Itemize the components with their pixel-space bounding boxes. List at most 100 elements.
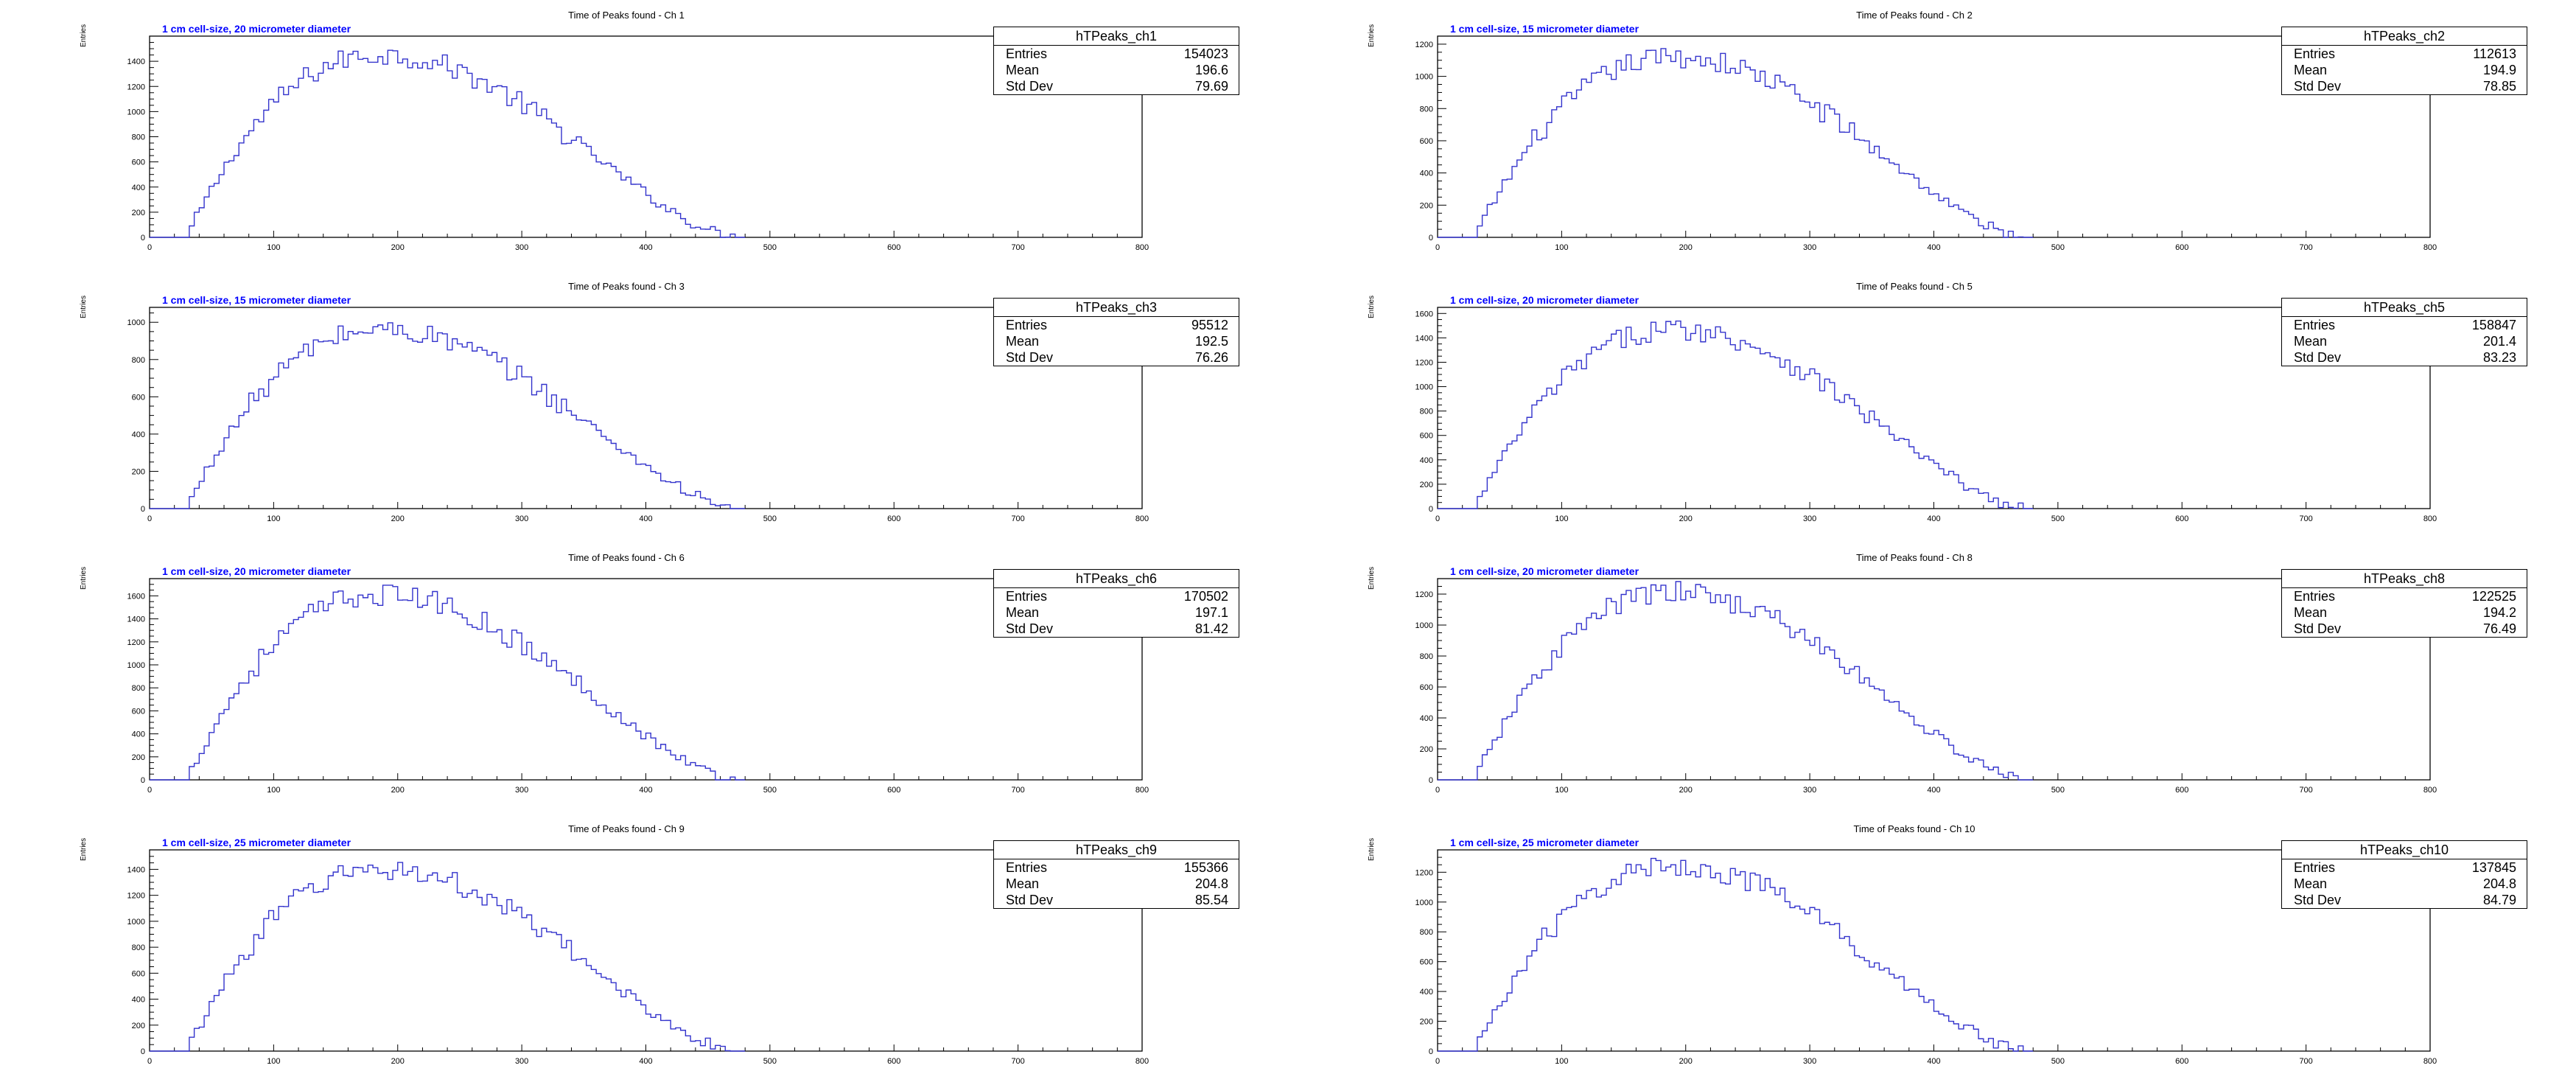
stats-histogram-name: hTPeaks_ch6 [994,570,1239,588]
stats-mean-label: Mean [2294,605,2328,620]
x-tick-label: 500 [2051,514,2065,523]
stats-mean-value: 204.8 [1194,876,1228,891]
stats-std-dev-row: Std Dev 76.49 [2282,621,2527,637]
x-tick-label: 0 [1435,786,1440,795]
histogram-series [150,585,746,781]
stats-mean-row: Mean 194.2 [2282,604,2527,621]
annotation-label: 1 cm cell-size, 25 micrometer diameter [1450,837,1639,848]
stats-histogram-name: hTPeaks_ch3 [994,299,1239,317]
y-tick-label: 1000 [1415,899,1433,907]
stats-entries-value: 122525 [2471,589,2516,604]
stats-entries-value: 95512 [1191,318,1228,332]
x-tick-label: 200 [1679,514,1693,523]
chart-title: Time of Peaks found - Ch 5 [1856,281,1973,292]
x-tick-label: 300 [515,786,528,795]
chart-title: Time of Peaks found - Ch 9 [568,823,685,834]
histogram-pad: Time of Peaks found - Ch 1 1 cm cell-size… [0,0,1288,271]
x-tick-label: 300 [1803,243,1816,252]
x-tick-label: 300 [515,1057,528,1066]
y-tick-label: 400 [132,430,145,439]
y-tick-label: 600 [132,158,145,167]
x-tick-label: 600 [887,786,900,795]
x-tick-label: 500 [2051,243,2065,252]
stats-entries-row: Entries 170502 [994,588,1239,604]
y-tick-label: 1400 [127,615,145,624]
x-tick-label: 700 [1011,243,1024,252]
stats-mean-label: Mean [2294,334,2328,349]
x-tick-label: 700 [1011,514,1024,523]
x-tick-label: 0 [147,243,152,252]
stats-mean-label: Mean [2294,63,2328,77]
x-tick-label: 400 [1927,786,1940,795]
x-tick-label: 400 [639,243,652,252]
stats-entries-row: Entries 155366 [994,859,1239,876]
stats-histogram-name: hTPeaks_ch2 [2282,27,2527,46]
x-tick-label: 600 [887,243,900,252]
histogram-pad: Time of Peaks found - Ch 5 1 cm cell-size… [1288,271,2576,542]
stats-entries-value: 154023 [1183,46,1228,61]
x-tick-label: 800 [2423,786,2437,795]
stats-std-dev-label: Std Dev [1006,350,1054,365]
y-tick-label: 1000 [127,918,145,927]
y-tick-label: 1000 [1415,73,1433,82]
stats-std-dev-row: Std Dev 83.23 [2282,349,2527,366]
stats-entries-row: Entries 158847 [2282,317,2527,333]
y-tick-label: 0 [1429,505,1433,514]
stats-mean-row: Mean 204.8 [994,876,1239,892]
x-tick-label: 700 [2299,514,2312,523]
chart-title: Time of Peaks found - Ch 1 [568,10,685,21]
x-tick-label: 500 [763,243,777,252]
stats-std-dev-label: Std Dev [2294,621,2342,636]
stats-mean-value: 192.5 [1194,334,1228,349]
stats-std-dev-label: Std Dev [1006,893,1054,907]
stats-std-dev-value: 79.69 [1194,79,1228,94]
stats-entries-value: 155366 [1183,860,1228,875]
plot-area: 0 100 200 300 400 500 600 700 800 0 200 400 600 800 10… [1415,35,2437,252]
x-tick-label: 700 [1011,1057,1024,1066]
x-tick-label: 400 [639,786,652,795]
histogram-series [1438,320,2034,509]
stats-std-dev-label: Std Dev [2294,79,2342,94]
y-tick-label: 400 [1420,456,1433,465]
y-tick-label: 1000 [127,318,145,327]
stats-std-dev-row: Std Dev 78.85 [2282,78,2527,94]
stats-entries-row: Entries 95512 [994,317,1239,333]
y-tick-label: 0 [141,234,145,243]
stats-mean-label: Mean [1006,605,1040,620]
x-tick-label: 600 [2175,786,2188,795]
x-tick-label: 0 [147,1057,152,1066]
y-tick-label: 400 [1420,988,1433,997]
stats-histogram-name: hTPeaks_ch10 [2282,841,2527,859]
stats-box: hTPeaks_ch9 Entries 155366 Mean 204.8 Std Dev… [993,840,1239,909]
stats-entries-row: Entries 137845 [2282,859,2527,876]
stats-mean-row: Mean 201.4 [2282,333,2527,349]
x-tick-label: 400 [639,1057,652,1066]
stats-histogram-name: hTPeaks_ch1 [994,27,1239,46]
stats-entries-label: Entries [1006,46,1048,61]
stats-mean-value: 201.4 [2482,334,2516,349]
x-tick-label: 100 [1555,514,1568,523]
stats-entries-label: Entries [2294,589,2336,604]
y-tick-label: 1200 [1415,41,1433,49]
x-tick-label: 300 [1803,1057,1816,1066]
annotation-label: 1 cm cell-size, 20 micrometer diameter [1450,565,1639,577]
x-tick-label: 100 [1555,786,1568,795]
x-tick-label: 200 [391,1057,405,1066]
y-tick-label: 600 [1420,958,1433,967]
stats-mean-label: Mean [1006,334,1040,349]
stats-std-dev-row: Std Dev 79.69 [994,78,1239,94]
y-tick-label: 600 [132,393,145,402]
annotation-label: 1 cm cell-size, 20 micrometer diameter [1450,294,1639,306]
histogram-series [1438,581,2034,781]
stats-entries-label: Entries [1006,589,1048,604]
stats-std-dev-value: 83.23 [2482,350,2516,365]
x-tick-label: 500 [763,1057,777,1066]
y-tick-label: 1600 [127,592,145,601]
y-tick-label: 1000 [1415,383,1433,392]
x-tick-label: 100 [267,514,280,523]
histogram-series [1438,48,2034,238]
stats-mean-value: 197.1 [1194,605,1228,620]
y-tick-label: 1200 [127,892,145,901]
stats-std-dev-row: Std Dev 84.79 [2282,892,2527,908]
stats-std-dev-row: Std Dev 81.42 [994,621,1239,637]
